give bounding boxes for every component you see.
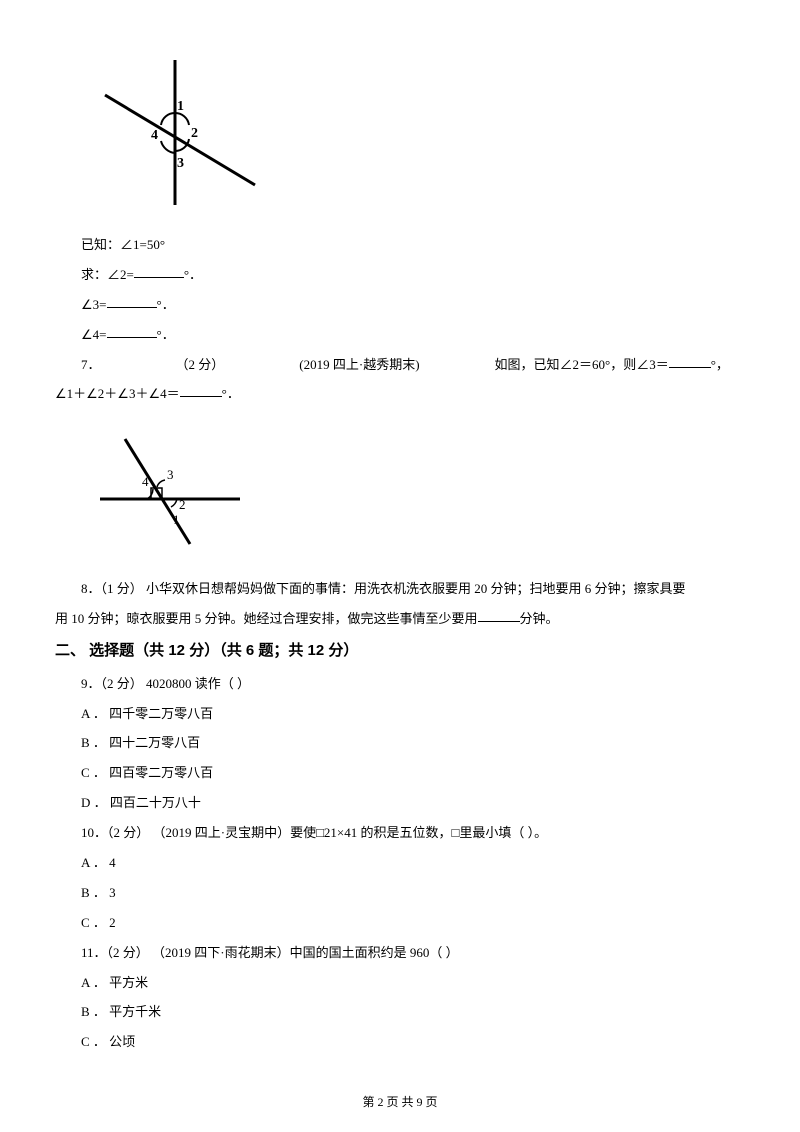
q11-stem: 11．（2 分） （2019 四下·雨花期末）中国的国土面积约是 960（ ） (55, 938, 745, 968)
q9-opt-b[interactable]: B ． 四十二万零八百 (55, 728, 745, 758)
svg-text:1: 1 (177, 99, 184, 114)
q10-opt-c[interactable]: C ． 2 (55, 908, 745, 938)
q6-ask-3: ∠3=°． (55, 290, 745, 320)
svg-text:4: 4 (151, 128, 158, 143)
q6-ask-4: ∠4=°． (55, 320, 745, 350)
section-2-header: 二、 选择题（共 12 分）（共 6 题；共 12 分） (55, 634, 745, 669)
blank-angle2[interactable] (134, 264, 184, 278)
svg-text:3: 3 (167, 467, 174, 482)
q9-opt-d[interactable]: D ． 四百二十万八十 (55, 788, 745, 818)
svg-text:2: 2 (191, 126, 198, 141)
blank-q7-sum[interactable] (180, 383, 222, 397)
q9-opt-c[interactable]: C ． 四百零二万零八百 (55, 758, 745, 788)
blank-angle4[interactable] (107, 324, 157, 338)
svg-text:4: 4 (142, 474, 149, 489)
q6-ask-2: 求：∠2=°． (55, 260, 745, 290)
q8-cont: 用 10 分钟；晾衣服要用 5 分钟。她经过合理安排，做完这些事情至少要用分钟。 (55, 604, 745, 634)
q10-opt-b[interactable]: B ． 3 (55, 878, 745, 908)
q7-cont: ∠1＋∠2＋∠3＋∠4＝°． (55, 379, 745, 409)
q9-opt-a[interactable]: A ． 四千零二万零八百 (55, 699, 745, 729)
q11-opt-c[interactable]: C ． 公顷 (55, 1027, 745, 1057)
q6-given: 已知：∠1=50° (55, 230, 745, 260)
blank-q8[interactable] (478, 608, 520, 622)
figure-q7: 1 2 3 4 (95, 424, 745, 559)
q7-stem: 7．（2 分）(2019 四上·越秀期末)如图，已知∠2＝60°，则∠3＝°， (55, 350, 745, 380)
q10-opt-a[interactable]: A ． 4 (55, 848, 745, 878)
q11-opt-b[interactable]: B ． 平方千米 (55, 997, 745, 1027)
angles-diagram-1: 1 2 3 4 (95, 55, 265, 210)
svg-text:2: 2 (179, 497, 186, 512)
svg-text:3: 3 (177, 156, 184, 171)
q9-stem: 9．（2 分） 4020800 读作（ ） (55, 669, 745, 699)
blank-angle3[interactable] (107, 294, 157, 308)
svg-text:1: 1 (173, 512, 180, 527)
page-footer: 第 2 页 共 9 页 (0, 1093, 800, 1110)
q8-stem: 8．（1 分） 小华双休日想帮妈妈做下面的事情：用洗衣机洗衣服要用 20 分钟；… (55, 574, 745, 604)
q10-stem: 10．（2 分） （2019 四上·灵宝期中）要使□21×41 的积是五位数，□… (55, 818, 745, 848)
q11-opt-a[interactable]: A ． 平方米 (55, 968, 745, 998)
figure-q6: 1 2 3 4 (95, 55, 745, 215)
angles-diagram-2: 1 2 3 4 (95, 424, 245, 554)
blank-q7-a3[interactable] (669, 354, 711, 368)
